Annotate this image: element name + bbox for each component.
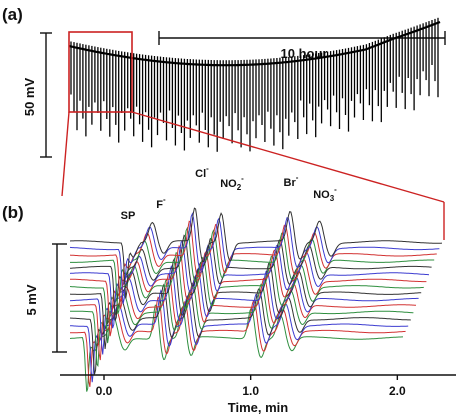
panel-b-tick-label: 1.0: [242, 384, 259, 398]
panel-b-tick-label: 0.0: [96, 384, 113, 398]
panel-b-ylabel: 5 mV: [24, 284, 39, 315]
panel-b-trace: [69, 304, 403, 392]
panel-b-trace: [69, 278, 414, 368]
panel-b-peak-label: F-: [156, 195, 166, 211]
panel-b-trace: [69, 283, 411, 375]
panel-b-label: (b): [2, 203, 24, 222]
panel-b-trace: [69, 234, 432, 321]
panel-b-peak-labels: SP F- Cl- NO2- Br- NO3-: [121, 164, 337, 222]
panel-b-tick-label: 2.0: [389, 384, 406, 398]
panel-b-peak-label: NO2-: [220, 174, 244, 192]
panel-b-traces: [69, 207, 443, 392]
panel-a-label: (a): [2, 5, 23, 24]
panel-b-peak-label: SP: [121, 210, 136, 222]
panel-b-x-axis: 0.0 1.0 2.0: [60, 374, 456, 398]
panel-b-trace: [69, 289, 409, 383]
panel-b-trace: [69, 207, 443, 299]
panel-b-peak-label: NO3-: [313, 185, 337, 203]
panel-b-trace: [69, 257, 422, 350]
panel-b-trace: [69, 273, 417, 361]
panel-a-scale-bar: [40, 32, 52, 158]
panel-b-xlabel: Time, min: [228, 400, 289, 415]
panel-b-peak-label: Br-: [284, 173, 299, 189]
panel-b-peak-label: Cl-: [195, 164, 209, 180]
panel-a-trace: [68, 17, 441, 152]
panel-b-trace: [70, 244, 427, 337]
panel-b-trace: [69, 212, 440, 305]
panel-a-ylabel: 50 mV: [22, 78, 37, 117]
panel-b-scale-bar: [52, 243, 67, 353]
panel-b-trace: [70, 296, 406, 387]
panel-a-zoom-box: [61, 31, 445, 240]
panel-b-trace: [69, 239, 430, 329]
